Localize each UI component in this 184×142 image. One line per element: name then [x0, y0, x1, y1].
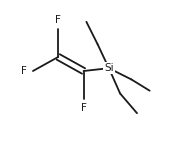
Text: F: F	[81, 103, 86, 113]
Text: Si: Si	[104, 63, 114, 73]
Text: F: F	[22, 66, 27, 76]
Text: F: F	[55, 15, 61, 25]
